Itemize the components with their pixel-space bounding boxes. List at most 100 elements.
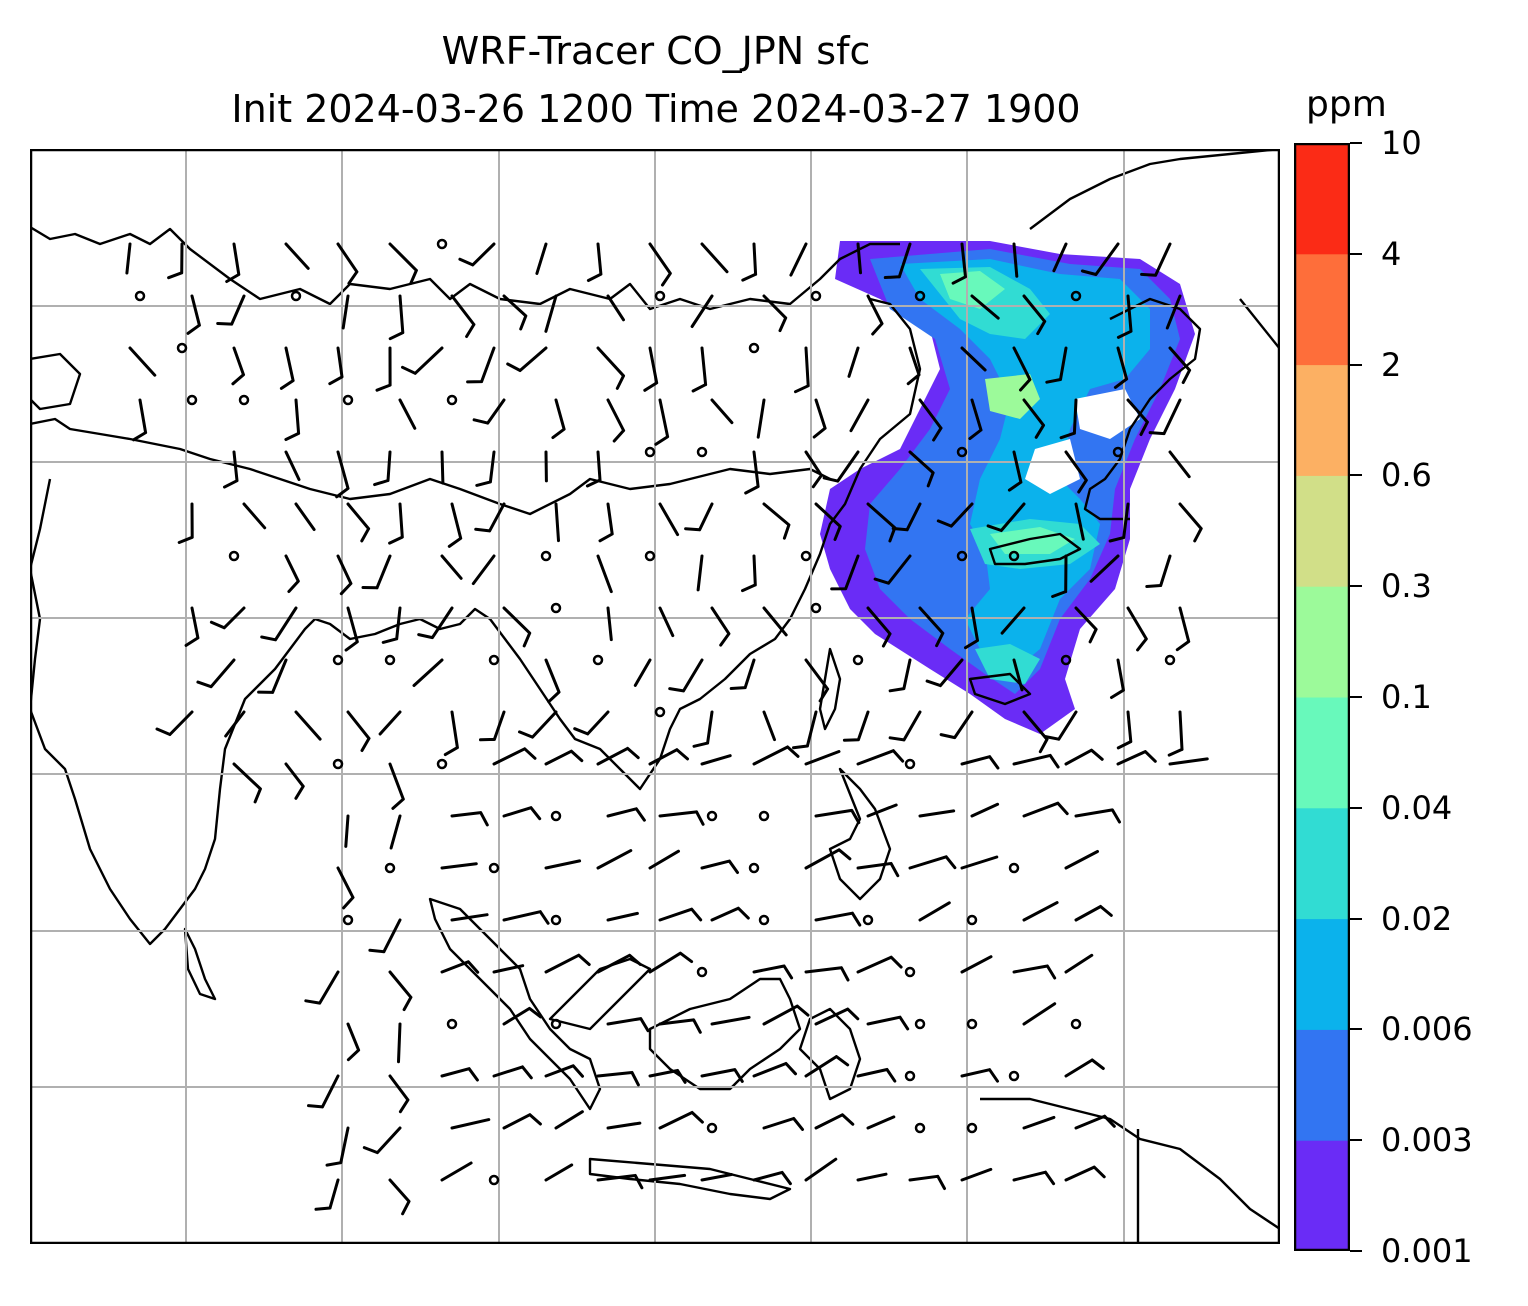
wind-barb <box>378 710 402 736</box>
wind-barb <box>908 1174 946 1190</box>
wind-barb <box>368 918 402 954</box>
wind-barb <box>888 710 922 742</box>
colorbar-tick-label: 4 <box>1381 234 1402 273</box>
wind-barb <box>554 502 560 543</box>
wind-barb <box>741 242 758 282</box>
wind-barb <box>1064 1165 1106 1182</box>
calm-wind-marker <box>644 550 656 562</box>
wind-barb <box>440 862 478 870</box>
colorbar-tick <box>1350 363 1362 366</box>
wind-barb <box>388 242 418 285</box>
wind-barb <box>606 807 646 822</box>
calm-wind-marker <box>488 654 500 666</box>
wind-barb <box>814 1007 860 1026</box>
wind-barb <box>752 964 794 980</box>
wind-barb <box>918 809 956 818</box>
wind-barb <box>668 658 704 693</box>
wind-barb <box>132 398 148 442</box>
wind-barb <box>918 398 943 442</box>
calm-wind-marker <box>384 654 396 666</box>
calm-wind-marker <box>446 394 458 406</box>
wind-barb <box>389 814 402 850</box>
wind-barb <box>314 1178 340 1211</box>
colorbar-segment <box>1294 586 1350 698</box>
wind-barb <box>417 606 454 640</box>
wind-barb <box>822 450 860 483</box>
wind-barb <box>544 658 561 704</box>
wind-barb <box>596 1071 640 1087</box>
wind-barb <box>336 242 359 285</box>
wind-barb <box>752 745 800 766</box>
wind-barb <box>458 242 496 267</box>
wind-barb <box>388 970 413 1012</box>
wind-barb <box>1051 554 1068 598</box>
calm-wind-marker <box>966 914 978 926</box>
calm-wind-marker <box>1112 446 1124 458</box>
wind-barb <box>939 710 974 740</box>
wind-barb <box>196 658 236 689</box>
wind-barb <box>1012 964 1057 980</box>
calm-wind-marker <box>810 602 822 614</box>
colorbar-tick <box>1350 917 1362 920</box>
calm-wind-marker <box>592 654 604 666</box>
calm-wind-marker <box>956 550 968 562</box>
colorbar-segment <box>1294 697 1350 809</box>
wind-barb <box>856 242 862 275</box>
colorbar-tick-label: 0.6 <box>1381 456 1432 495</box>
wind-barb <box>752 1062 797 1078</box>
wind-barb <box>381 606 402 644</box>
wind-barb <box>762 1117 804 1131</box>
wind-barb <box>294 502 316 531</box>
gridlines <box>30 149 1280 1244</box>
wind-barb <box>906 346 921 386</box>
wind-barb <box>279 346 295 390</box>
wind-barb <box>856 749 905 766</box>
wind-barb <box>856 1172 888 1182</box>
wind-barb <box>633 658 652 687</box>
wind-barb <box>1064 850 1099 870</box>
wind-barb <box>762 606 788 637</box>
colorbar-tick <box>1350 806 1362 809</box>
wind-barb <box>472 398 506 425</box>
wind-barbs <box>125 238 1209 1216</box>
wind-barb <box>606 398 626 443</box>
colorbar-tick <box>1350 1250 1362 1252</box>
wind-barb <box>690 294 714 328</box>
colorbar-tick <box>1350 142 1362 144</box>
wind-barb <box>918 606 945 648</box>
wind-barb <box>792 710 818 750</box>
wind-barb <box>1074 606 1098 644</box>
colorbar-tick-label: 0.1 <box>1381 678 1432 716</box>
calm-wind-marker <box>488 1174 500 1186</box>
colorbar-tick-label: 0.3 <box>1381 567 1432 606</box>
wind-barb <box>335 450 350 499</box>
wind-barb <box>344 814 350 848</box>
wind-barb <box>700 1173 733 1182</box>
wind-barb <box>186 294 201 335</box>
calm-wind-marker <box>706 1122 718 1134</box>
calm-wind-marker <box>1008 550 1020 562</box>
map-border <box>30 149 1280 1244</box>
wind-barb <box>756 398 766 439</box>
wind-barb <box>125 242 132 275</box>
wind-barb <box>1089 554 1120 583</box>
wind-barb <box>1148 398 1182 436</box>
wind-barb <box>1168 450 1191 479</box>
wind-barb <box>814 502 842 541</box>
wind-barb <box>1064 1058 1105 1078</box>
wind-barb <box>224 710 246 738</box>
calm-wind-marker <box>342 394 354 406</box>
colorbar-segment <box>1294 918 1350 1030</box>
wind-barb <box>398 398 417 430</box>
wind-barb <box>762 1004 810 1026</box>
wind-barb <box>648 242 672 287</box>
wind-barb <box>336 554 353 596</box>
wind-barb <box>691 346 708 393</box>
wind-barb <box>346 1022 361 1062</box>
wind-barb <box>506 346 548 372</box>
wind-barb <box>752 1170 792 1186</box>
wind-barb <box>960 1167 993 1182</box>
wind-barb <box>908 450 935 488</box>
wind-barb <box>412 658 444 687</box>
wind-barb <box>373 450 392 487</box>
